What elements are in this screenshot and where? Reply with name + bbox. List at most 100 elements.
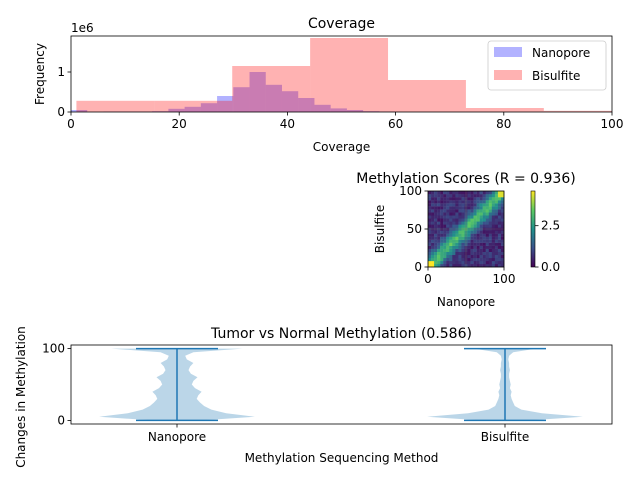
heatmap-cell bbox=[476, 212, 480, 216]
heatmap-cell bbox=[428, 215, 432, 219]
heatmap-cell bbox=[470, 209, 474, 213]
heatmap-cell bbox=[470, 200, 474, 204]
heatmap-cell bbox=[482, 245, 486, 249]
heatmap-cell bbox=[491, 257, 496, 262]
heatmap-cell bbox=[452, 206, 456, 210]
heatmap-cell bbox=[440, 230, 444, 234]
x-tick-label: 20 bbox=[172, 117, 187, 131]
heatmap-cell bbox=[428, 254, 432, 259]
heatmap-cell bbox=[485, 254, 489, 259]
heatmap-cell bbox=[497, 248, 502, 252]
heatmap-cell bbox=[449, 251, 453, 256]
heatmap-cell bbox=[497, 242, 502, 246]
heatmap-cell bbox=[431, 248, 435, 252]
heatmap-cell bbox=[497, 257, 502, 262]
heatmap-cell bbox=[455, 218, 459, 222]
heatmap-cell bbox=[440, 257, 444, 262]
heatmap-cell bbox=[452, 248, 456, 252]
heatmap-cell bbox=[476, 206, 480, 210]
heatmap-cell bbox=[449, 224, 453, 228]
heatmap-cell bbox=[443, 248, 447, 252]
heatmap-cell bbox=[494, 218, 499, 222]
heatmap-cell bbox=[479, 260, 483, 265]
heatmap-cell bbox=[443, 251, 447, 256]
heatmap-cell bbox=[455, 197, 459, 201]
heatmap-cell bbox=[488, 251, 493, 256]
heatmap-cell bbox=[479, 215, 483, 219]
heatmap-cell bbox=[455, 254, 459, 259]
heatmap-cell bbox=[443, 242, 447, 246]
heatmap-cell bbox=[500, 251, 505, 256]
heatmap-cell bbox=[458, 239, 462, 243]
heatmap-cell bbox=[455, 206, 459, 210]
heatmap-cell bbox=[434, 230, 438, 234]
heatmap-cell bbox=[440, 215, 444, 219]
heatmap-cell bbox=[488, 254, 493, 259]
heatmap-cell bbox=[446, 242, 450, 246]
violin-panel: Tumor vs Normal Methylation (0.586) Nano… bbox=[14, 326, 613, 468]
heatmap-cell bbox=[482, 209, 486, 213]
heatmap-cell bbox=[431, 242, 435, 246]
heatmap-cell bbox=[470, 263, 474, 268]
heatmap-cell bbox=[500, 221, 505, 225]
heatmap-cell bbox=[476, 194, 480, 198]
heatmap-cell bbox=[458, 233, 462, 237]
heatmap-cell bbox=[434, 206, 438, 210]
hist-bar-nanopore-12 bbox=[265, 84, 282, 112]
heatmap-cell bbox=[494, 191, 499, 195]
heatmap-cell bbox=[479, 206, 483, 210]
heatmap-cell bbox=[491, 191, 496, 195]
heatmap-cell bbox=[467, 194, 471, 198]
y-tick-label: 0 bbox=[57, 105, 65, 119]
heatmap-cell bbox=[500, 215, 505, 219]
heatmap-cell bbox=[491, 242, 496, 246]
heatmap-cell bbox=[500, 242, 505, 246]
coverage-axes-frame bbox=[70, 35, 613, 113]
heatmap-cell bbox=[440, 200, 444, 204]
heatmap-cell bbox=[455, 260, 459, 265]
heatmap-cell bbox=[470, 197, 474, 201]
heatmap-cell bbox=[500, 224, 505, 228]
legend-swatch-nanopore bbox=[494, 47, 522, 57]
heatmap-cell bbox=[467, 197, 471, 201]
heatmap-cell bbox=[470, 239, 474, 243]
heatmap-cell bbox=[437, 263, 441, 268]
heatmap-cell bbox=[455, 236, 459, 240]
heatmap-cell bbox=[476, 218, 480, 222]
heatmap-cell bbox=[479, 245, 483, 249]
heatmap-cell bbox=[437, 257, 441, 262]
heatmap-cell bbox=[446, 248, 450, 252]
heatmap-cell bbox=[491, 251, 496, 256]
violin-x-ticks: Nanopore Bisulfite bbox=[148, 424, 529, 444]
heatmap-cell bbox=[488, 203, 493, 207]
heatmap-cell bbox=[431, 260, 435, 265]
heatmap-cell bbox=[428, 203, 432, 207]
heatmap-cell bbox=[452, 257, 456, 262]
heatmap-cell bbox=[455, 191, 459, 195]
heatmap-cell bbox=[470, 194, 474, 198]
hist-bar-nanopore-6 bbox=[168, 108, 185, 112]
heatmap-cell bbox=[437, 191, 441, 195]
heatmap-cell bbox=[497, 197, 502, 201]
heatmap-cell bbox=[467, 248, 471, 252]
heatmap-cell bbox=[491, 224, 496, 228]
heatmap-cell bbox=[494, 251, 499, 256]
heatmap-cell bbox=[482, 263, 486, 268]
heatmap-cell bbox=[458, 257, 462, 262]
heatmap-cell bbox=[497, 200, 502, 204]
violin-bodies bbox=[99, 347, 583, 422]
heatmap-cell bbox=[446, 194, 450, 198]
heatmap-cell bbox=[452, 209, 456, 213]
heatmap-cell bbox=[428, 260, 432, 265]
colorbar bbox=[530, 190, 536, 268]
heatmap-cell bbox=[431, 218, 435, 222]
heatmap-cell bbox=[485, 242, 489, 246]
x-tick-label: 0 bbox=[67, 117, 75, 131]
heatmap-cell bbox=[476, 230, 480, 234]
heatmap-cell bbox=[479, 251, 483, 256]
heatmap-cell bbox=[467, 206, 471, 210]
heatmap-cell bbox=[446, 263, 450, 268]
heatmap-cell bbox=[467, 191, 471, 195]
heatmap-cell bbox=[440, 206, 444, 210]
heatmap-cell bbox=[470, 224, 474, 228]
